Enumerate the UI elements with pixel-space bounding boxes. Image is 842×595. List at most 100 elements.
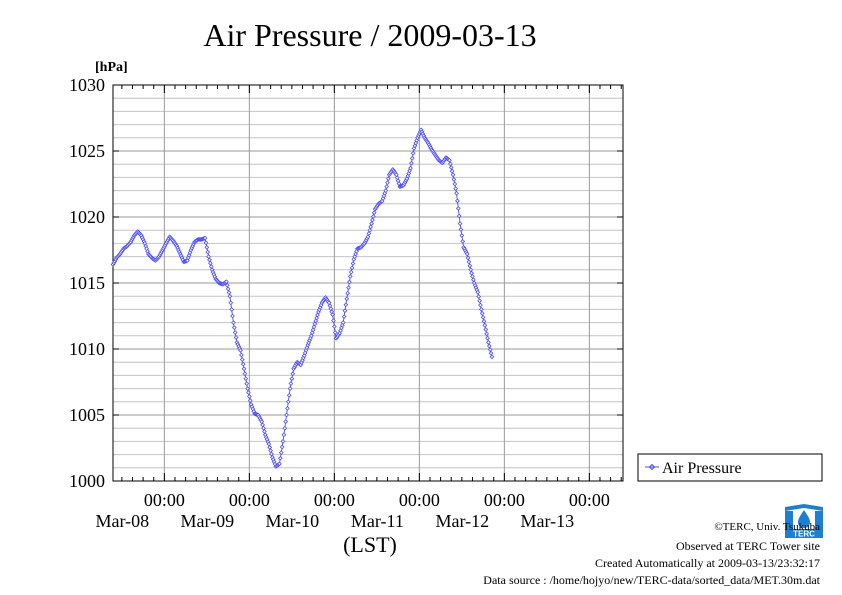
y-tick-label: 1010 xyxy=(69,339,105,359)
data-point xyxy=(332,330,338,335)
data-point xyxy=(347,274,353,279)
data-point xyxy=(282,425,288,431)
x-tick-label-time: 00:00 xyxy=(484,490,525,510)
x-tick-label-time: 00:00 xyxy=(144,490,185,510)
data-point xyxy=(488,350,494,356)
data-point xyxy=(331,324,337,329)
x-axis-ticks: 00:00Mar-0800:00Mar-0900:00Mar-1000:00Ma… xyxy=(96,85,622,531)
data-point xyxy=(246,394,252,399)
y-tick-label: 1005 xyxy=(69,405,105,425)
data-point xyxy=(311,324,317,330)
data-point xyxy=(240,361,246,367)
data-point xyxy=(481,318,487,324)
data-point xyxy=(239,352,244,358)
data-point xyxy=(345,290,351,296)
data-point xyxy=(409,160,414,166)
data-point xyxy=(247,398,253,403)
data-point xyxy=(244,381,250,387)
data-point xyxy=(467,263,473,269)
x-tick-label-date: Mar-11 xyxy=(351,511,404,531)
data-point xyxy=(241,366,247,372)
data-point xyxy=(448,165,454,170)
data-point xyxy=(231,320,236,325)
series-line xyxy=(112,128,493,468)
data-point xyxy=(410,150,416,156)
y-axis-label: [hPa] xyxy=(95,60,128,75)
data-point xyxy=(483,327,489,332)
data-point xyxy=(454,190,459,196)
data-point xyxy=(280,439,286,444)
data-point xyxy=(453,186,459,191)
data-point xyxy=(343,302,349,308)
chart-title: Air Pressure / 2009-03-13 xyxy=(203,17,536,53)
data-point xyxy=(408,165,413,171)
data-point xyxy=(207,257,212,263)
data-point xyxy=(470,274,475,279)
data-point xyxy=(370,213,376,219)
data-point xyxy=(290,371,296,377)
data-point xyxy=(470,277,476,283)
footer-created: Created Automatically at 2009-03-13/23:3… xyxy=(595,556,820,570)
data-point xyxy=(475,289,481,295)
data-point xyxy=(279,444,285,450)
data-point xyxy=(277,455,283,461)
data-point xyxy=(331,318,336,323)
y-tick-label: 1030 xyxy=(69,75,105,95)
data-point xyxy=(451,177,457,182)
data-point xyxy=(267,444,273,450)
footer-observed: Observed at TERC Tower site xyxy=(675,539,820,553)
data-point xyxy=(281,432,287,438)
data-point xyxy=(266,441,272,447)
data-point xyxy=(206,254,211,259)
y-tick-label: 1015 xyxy=(69,273,105,293)
data-point xyxy=(239,357,245,362)
data-point xyxy=(449,168,455,174)
data-point xyxy=(232,330,238,335)
data-point xyxy=(346,285,351,290)
data-point xyxy=(314,315,320,321)
data-point xyxy=(368,224,374,230)
data-point xyxy=(242,371,248,377)
data-point xyxy=(465,255,471,261)
data-point xyxy=(202,235,208,241)
data-point xyxy=(285,399,291,405)
data-point xyxy=(238,347,243,353)
data-point xyxy=(283,419,289,424)
data-point xyxy=(309,330,315,336)
data-point xyxy=(208,260,213,266)
data-point xyxy=(371,210,377,216)
data-point xyxy=(464,251,470,257)
data-point xyxy=(330,312,335,318)
series-air-pressure xyxy=(110,127,495,469)
data-point xyxy=(260,422,266,428)
data-point xyxy=(246,390,251,395)
data-point xyxy=(478,302,483,308)
data-point xyxy=(312,321,318,327)
y-tick-label: 1020 xyxy=(69,207,105,227)
data-point xyxy=(456,213,462,219)
data-point xyxy=(489,354,495,360)
data-point xyxy=(289,376,295,382)
data-point xyxy=(447,157,452,163)
y-axis-ticks: 1000 1005 1010 1015 1020 1025 1030 xyxy=(69,75,623,491)
data-point xyxy=(468,267,474,273)
data-point xyxy=(385,176,391,182)
data-point xyxy=(369,221,374,226)
data-point xyxy=(455,198,460,204)
data-point xyxy=(284,412,289,418)
data-point xyxy=(203,240,209,246)
data-point xyxy=(350,261,356,266)
data-point xyxy=(205,249,211,255)
data-point xyxy=(370,217,375,223)
data-point xyxy=(349,265,355,271)
data-point xyxy=(477,298,482,304)
data-point xyxy=(225,286,231,292)
data-point xyxy=(288,381,294,387)
data-point xyxy=(286,392,292,398)
data-point xyxy=(348,269,354,275)
x-tick-label-time: 00:00 xyxy=(314,490,355,510)
data-point xyxy=(342,308,348,314)
data-point xyxy=(277,461,282,467)
footer-source: Data source : /home/hojyo/new/TERC-data/… xyxy=(483,573,820,587)
